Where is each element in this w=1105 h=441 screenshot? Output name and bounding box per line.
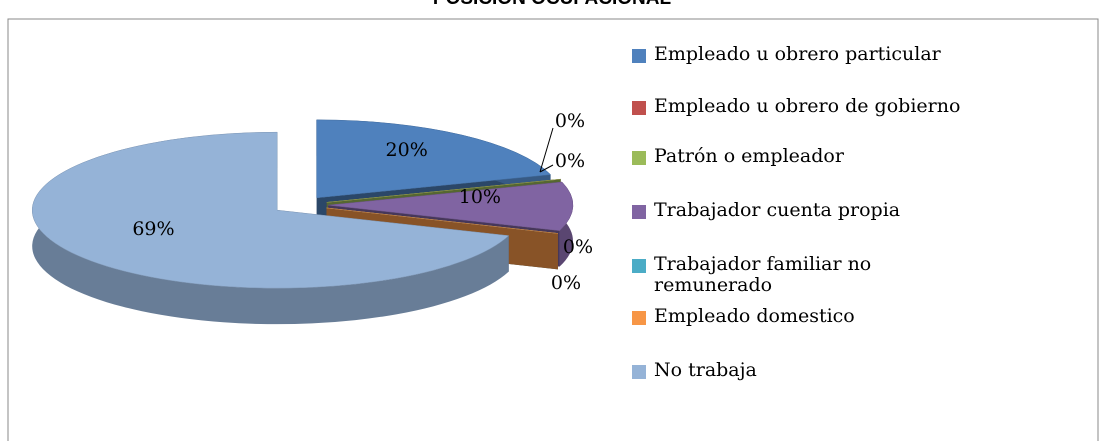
value-label: 10% xyxy=(459,186,501,208)
value-label: 0% xyxy=(555,150,585,172)
legend-swatch xyxy=(632,101,646,115)
legend-item: Empleado u obrero particular xyxy=(632,44,1084,65)
legend-item: No trabaja xyxy=(632,360,1084,381)
legend-swatch xyxy=(632,365,646,379)
slice xyxy=(316,119,552,199)
legend-item: Empleado domestico xyxy=(632,306,1084,327)
value-label: 0% xyxy=(551,272,581,294)
slice xyxy=(31,131,510,289)
legend-label: Trabajador cuenta propia xyxy=(654,199,901,221)
value-label: 20% xyxy=(386,139,428,161)
legend-swatch xyxy=(632,205,646,219)
legend-item: Trabajador cuenta propia xyxy=(632,200,1084,221)
pie-tops xyxy=(31,119,574,289)
value-label: 0% xyxy=(555,110,585,132)
leader-line xyxy=(539,127,554,173)
legend-swatch xyxy=(632,151,646,165)
legend-item: Patrón o empleador xyxy=(632,146,1084,167)
legend-swatch xyxy=(632,49,646,63)
legend-label: Patrón o empleador xyxy=(654,145,844,167)
legend-label: Empleado u obrero de gobierno xyxy=(654,95,961,117)
legend-label: Trabajador familiar no remunerado xyxy=(654,253,872,296)
legend-label: No trabaja xyxy=(654,359,757,381)
slice xyxy=(326,178,561,203)
legend-swatch xyxy=(632,259,646,273)
legend-label: Empleado domestico xyxy=(654,305,855,327)
legend-item: Trabajador familiar no remunerado xyxy=(632,254,944,296)
legend-item: Empleado u obrero de gobierno xyxy=(632,96,1084,117)
value-label: 69% xyxy=(132,218,174,240)
legend-label: Empleado u obrero particular xyxy=(654,43,941,65)
value-label: 0% xyxy=(563,236,593,258)
chart-title: POSICION OCUPACIONAL xyxy=(433,0,672,9)
slice xyxy=(326,207,559,234)
slice xyxy=(327,181,574,231)
legend-swatch xyxy=(632,311,646,325)
